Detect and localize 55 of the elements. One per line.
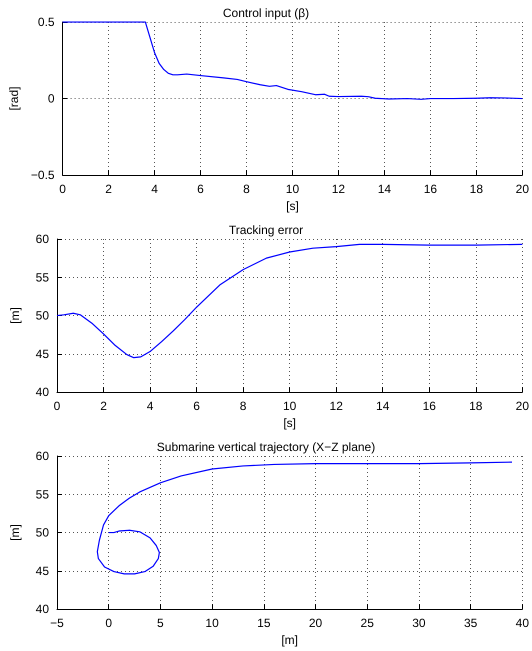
y-tick-label: 60 — [36, 232, 50, 246]
y-tick-label: 40 — [36, 385, 50, 400]
x-tick-label: 14 — [376, 399, 390, 414]
x-tick-label: 8 — [240, 399, 247, 414]
x-tick-label: 2 — [105, 182, 112, 196]
y-tick-label: 50 — [36, 308, 50, 323]
x-tick-label: 30 — [412, 616, 426, 630]
y-axis-title: [rad] — [7, 86, 21, 111]
x-tick-label: 6 — [197, 182, 204, 196]
x-tick-label: 25 — [360, 616, 374, 630]
y-axis-title: [m] — [8, 307, 22, 324]
x-tick-label: 0 — [105, 616, 112, 630]
y-tick-label: 45 — [36, 346, 50, 361]
chart-title: Submarine vertical trajectory (X−Z plane) — [156, 440, 376, 454]
y-tick-label: 0 — [48, 92, 55, 106]
y-tick-label: 55 — [36, 487, 50, 502]
line-series — [56, 244, 523, 358]
y-tick-label: −0.5 — [30, 168, 55, 182]
x-tick-label: 0 — [59, 182, 66, 196]
x-tick-label: 4 — [146, 399, 154, 414]
chart-title: Control input (β) — [222, 6, 310, 20]
x-tick-label: 5 — [157, 616, 164, 630]
y-axis-title: [m] — [8, 524, 22, 541]
x-axis-title: [s] — [286, 199, 299, 213]
x-tick-label: 6 — [193, 399, 200, 414]
x-tick-label: −5 — [50, 616, 64, 630]
x-tick-label: 8 — [243, 182, 250, 196]
x-tick-label: 40 — [516, 616, 530, 630]
x-tick-label: 10 — [282, 399, 297, 414]
x-axis-title: [m] — [281, 633, 298, 647]
x-tick-label: 12 — [332, 182, 346, 196]
x-tick-label: 15 — [257, 616, 271, 630]
line-series — [96, 462, 513, 574]
x-axis-title: [s] — [283, 416, 296, 430]
x-tick-label: 16 — [424, 182, 438, 196]
x-tick-label: 20 — [516, 399, 530, 414]
x-tick-label: 16 — [422, 399, 436, 414]
x-tick-label: 12 — [330, 399, 344, 414]
chart-title: Tracking error — [228, 223, 304, 237]
x-tick-label: 35 — [464, 616, 478, 630]
y-tick-label: 60 — [36, 449, 50, 463]
y-tick-label: 40 — [36, 602, 50, 616]
x-tick-label: 20 — [516, 182, 530, 196]
y-tick-label: 50 — [36, 526, 50, 540]
x-tick-label: 10 — [205, 616, 220, 630]
x-tick-label: 20 — [308, 616, 323, 630]
x-tick-label: 18 — [469, 399, 483, 414]
x-tick-label: 10 — [286, 182, 300, 196]
x-tick-label: 2 — [100, 399, 108, 414]
x-tick-label: 14 — [378, 182, 392, 196]
x-tick-label: 4 — [151, 182, 158, 196]
y-tick-label: 55 — [36, 270, 50, 284]
y-tick-label: 0.5 — [38, 15, 55, 29]
x-tick-label: 18 — [470, 182, 484, 196]
y-tick-label: 45 — [36, 564, 50, 578]
